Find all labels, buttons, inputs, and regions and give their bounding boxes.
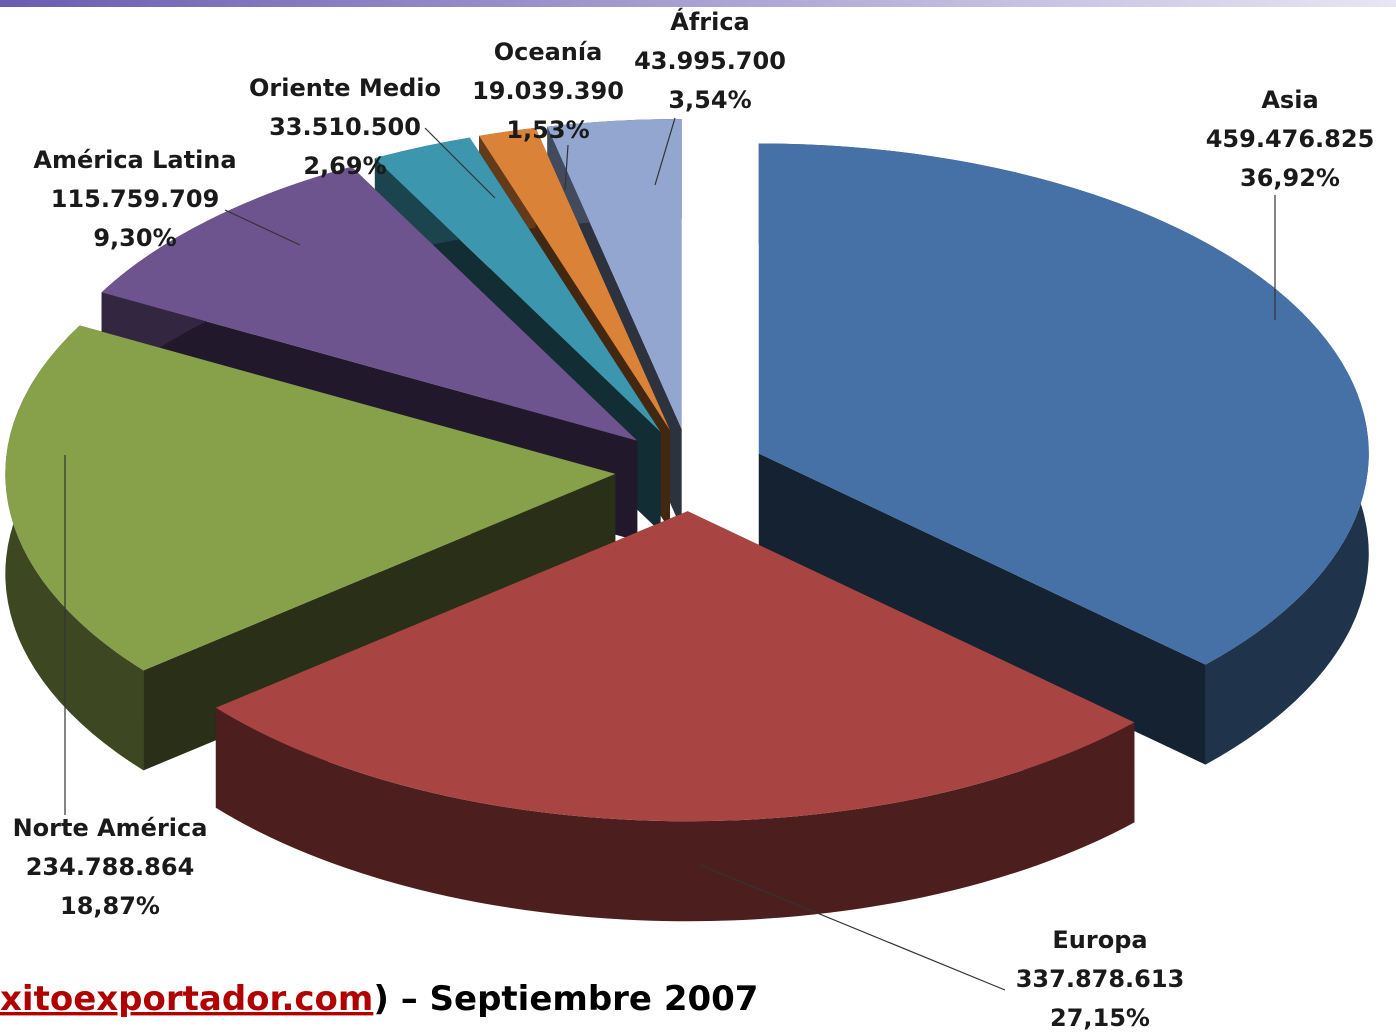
source-text: ) – Septiembre 2007 xyxy=(373,979,758,1019)
slice-percent: 9,30% xyxy=(93,224,176,252)
slice-top xyxy=(215,511,1135,822)
slice-percent: 36,92% xyxy=(1240,164,1340,192)
labels: Asia 459.476.825 36,92% Europa 337.878.613 27… xyxy=(13,7,1375,1032)
source: xitoexportador.com) – Septiembre 2007 xyxy=(0,979,758,1019)
slice-top xyxy=(547,119,682,430)
slice-value: 33.510.500 xyxy=(269,113,421,141)
slice-value: 19.039.390 xyxy=(472,77,624,105)
slice-value: 459.476.825 xyxy=(1206,125,1375,153)
leader-line xyxy=(699,864,1006,991)
slice-percent: 2,69% xyxy=(303,152,386,180)
slice-name: Norte América xyxy=(13,814,208,842)
leader-line xyxy=(564,144,569,191)
top-bar xyxy=(0,0,1396,7)
slice-percent: 1,53% xyxy=(506,116,589,144)
slice-value: 115.759.709 xyxy=(51,185,220,213)
slice-top xyxy=(5,325,616,671)
pie xyxy=(5,119,1369,922)
slice-name: Europa xyxy=(1052,926,1147,954)
slice-top xyxy=(374,137,661,433)
leader-line xyxy=(654,117,676,186)
slice-percent: 18,87% xyxy=(60,892,160,920)
slice-value: 337.878.613 xyxy=(1016,965,1185,993)
slice-top xyxy=(758,143,1369,665)
slice-name: América Latina xyxy=(33,146,236,174)
slice-name: África xyxy=(670,7,750,36)
slice-percent: 3,54% xyxy=(668,86,751,114)
slice-wall xyxy=(758,453,1206,765)
slice-value: 234.788.864 xyxy=(26,853,195,881)
source-link[interactable]: xitoexportador.com xyxy=(0,979,373,1019)
slice-name: Oriente Medio xyxy=(249,74,441,102)
leader-line xyxy=(224,209,301,246)
slice xyxy=(758,143,1369,765)
slice-side xyxy=(215,707,1135,922)
slice-top xyxy=(479,127,670,431)
slice-value: 43.995.700 xyxy=(634,47,786,75)
slice-name: Asia xyxy=(1261,86,1318,114)
slice xyxy=(215,511,1135,922)
slice-top xyxy=(101,166,638,441)
slice-percent: 27,15% xyxy=(1050,1004,1150,1032)
slice-name: Oceanía xyxy=(494,38,603,66)
slice xyxy=(5,325,616,771)
leader-line xyxy=(424,127,496,199)
